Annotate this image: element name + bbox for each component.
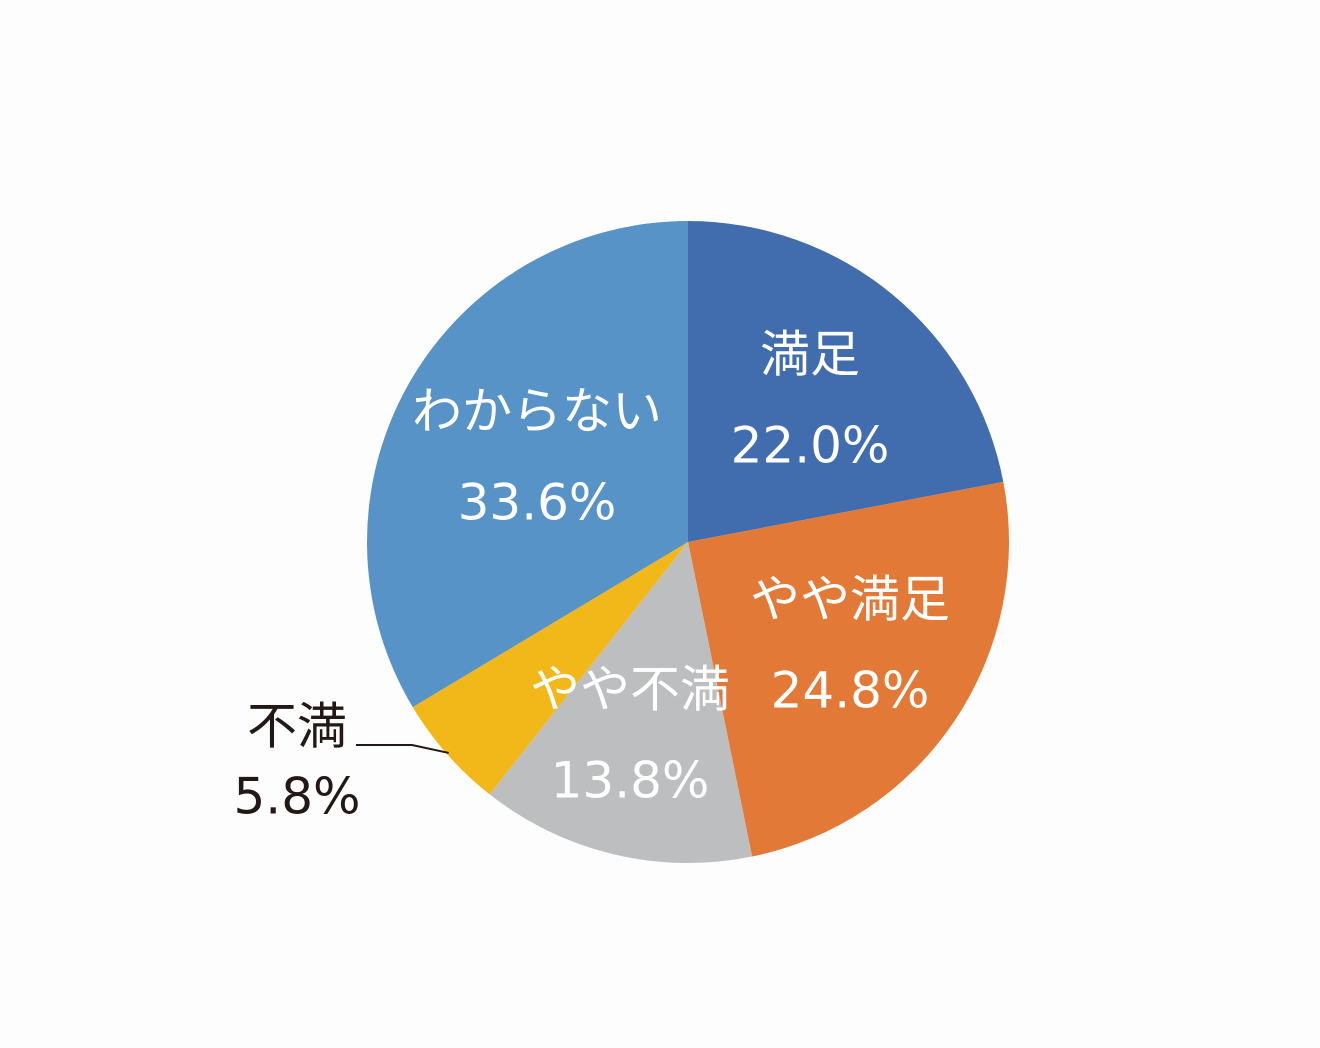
- slice-value-label: 13.8%: [551, 752, 710, 810]
- pie-slice: [489, 542, 753, 864]
- leader-line: [356, 744, 449, 754]
- slice-name-label: やや不満: [530, 661, 730, 719]
- pie-slices: [367, 220, 1009, 864]
- slice-name-label: 満足: [760, 326, 860, 384]
- slice-value-label: 5.8%: [233, 768, 360, 826]
- slice-name-label: やや満足: [750, 571, 950, 629]
- pie-slice: [412, 542, 688, 795]
- slice-value-label: 33.6%: [458, 474, 617, 532]
- pie-slice: [367, 220, 688, 708]
- slice-name-label: わからない: [412, 383, 662, 441]
- slice-name-label: 不満: [247, 698, 347, 756]
- slice-value-label: 24.8%: [771, 662, 930, 720]
- pie-slice: [688, 481, 1009, 857]
- slice-value-label: 22.0%: [731, 417, 890, 475]
- pie-slice: [688, 221, 1004, 542]
